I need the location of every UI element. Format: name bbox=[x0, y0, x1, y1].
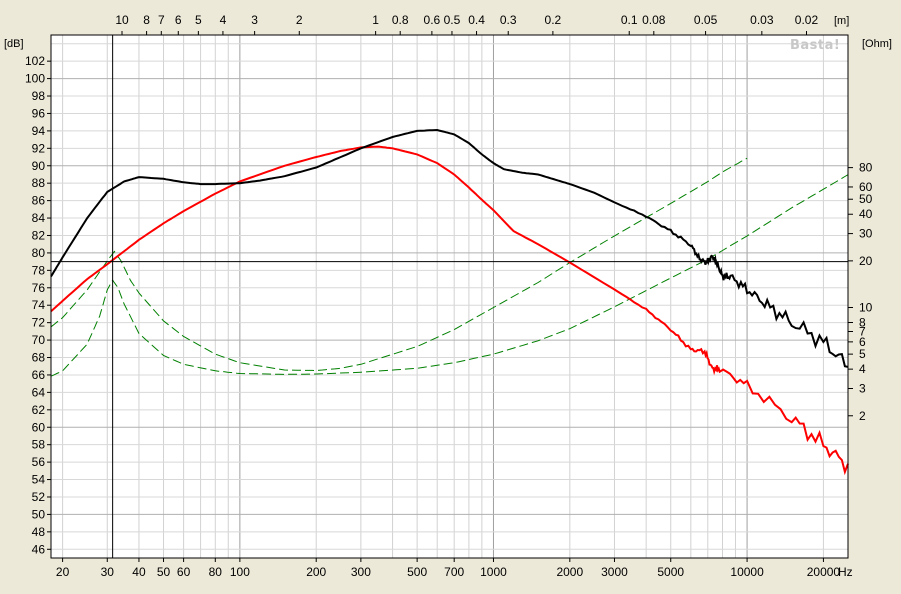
y-left-tick-label: 84 bbox=[32, 211, 46, 225]
x-tick-label: 50 bbox=[157, 565, 171, 579]
x-tick-label: 700 bbox=[444, 565, 464, 579]
y-left-tick-label: 74 bbox=[32, 298, 46, 312]
y-left-tick-label: 102 bbox=[25, 54, 45, 68]
x-tick-label: 200 bbox=[306, 565, 326, 579]
axis-ticks: 20 30 40 50 60 80 100 200 300 500 700 1000 2000 3000 5… bbox=[25, 13, 873, 579]
top-tick-label: 0.4 bbox=[468, 13, 485, 27]
y-right-unit: [Ohm] bbox=[862, 38, 892, 50]
top-tick-label: 0.8 bbox=[392, 13, 409, 27]
series-line-0 bbox=[50, 128, 849, 368]
top-tick-label: 0.2 bbox=[545, 13, 562, 27]
y-left-tick-label: 96 bbox=[32, 106, 46, 120]
y-right-tick-label: 8 bbox=[859, 316, 866, 330]
x-tick-label: 5000 bbox=[657, 565, 684, 579]
y-right-tick-label: 30 bbox=[859, 227, 873, 241]
y-left-tick-label: 54 bbox=[32, 473, 46, 487]
y-left-tick-label: 48 bbox=[32, 525, 46, 539]
y-left-tick-label: 46 bbox=[32, 542, 46, 556]
top-tick-label: 10 bbox=[115, 13, 129, 27]
gridlines bbox=[51, 35, 848, 558]
cursor bbox=[51, 35, 848, 558]
y-left-tick-label: 64 bbox=[32, 385, 46, 399]
top-tick-label: 0.6 bbox=[424, 13, 441, 27]
top-tick-label: 0.1 bbox=[621, 13, 638, 27]
x-tick-label: 20 bbox=[56, 565, 70, 579]
x-unit-label: Hz bbox=[838, 565, 853, 579]
top-tick-label: 0.03 bbox=[750, 13, 774, 27]
y-left-tick-label: 82 bbox=[32, 228, 46, 242]
x-tick-label: 2000 bbox=[556, 565, 583, 579]
y-left-tick-label: 72 bbox=[32, 316, 46, 330]
top-tick-label: 5 bbox=[195, 13, 202, 27]
top-tick-label: 1 bbox=[372, 13, 379, 27]
top-tick-label: 2 bbox=[296, 13, 303, 27]
series-line-2 bbox=[50, 174, 849, 377]
top-tick-label: 0.08 bbox=[642, 13, 666, 27]
top-tick-label: 0.3 bbox=[500, 13, 517, 27]
x-tick-label: 100 bbox=[230, 565, 250, 579]
y-left-tick-label: 58 bbox=[32, 438, 46, 452]
y-right-tick-label: 6 bbox=[859, 335, 866, 349]
y-left-unit: [dB] bbox=[4, 38, 24, 50]
top-tick-label: 6 bbox=[175, 13, 182, 27]
watermark: Basta! bbox=[790, 38, 840, 53]
y-left-tick-label: 50 bbox=[32, 507, 46, 521]
x-tick-label: 30 bbox=[101, 565, 115, 579]
y-left-tick-label: 94 bbox=[32, 124, 46, 138]
x-tick-label: 40 bbox=[132, 565, 146, 579]
x-tick-label: 1000 bbox=[480, 565, 507, 579]
y-right-tick-label: 4 bbox=[859, 362, 866, 376]
top-tick-label: 0.5 bbox=[444, 13, 461, 27]
y-right-tick-label: 40 bbox=[859, 207, 873, 221]
y-left-tick-label: 56 bbox=[32, 455, 46, 469]
y-right-tick-label: 2 bbox=[859, 409, 866, 423]
y-left-tick-label: 90 bbox=[32, 159, 46, 173]
plot-frame bbox=[50, 34, 849, 559]
top-axis-unit: [m] bbox=[834, 15, 849, 27]
x-tick-label: 80 bbox=[209, 565, 223, 579]
y-left-tick-label: 88 bbox=[32, 176, 46, 190]
top-tick-label: 3 bbox=[251, 13, 258, 27]
x-tick-label: 20000 bbox=[807, 565, 841, 579]
y-left-tick-label: 78 bbox=[32, 263, 46, 277]
x-tick-label: 60 bbox=[177, 565, 191, 579]
y-left-tick-label: 70 bbox=[32, 333, 46, 347]
y-left-tick-label: 68 bbox=[32, 351, 46, 365]
y-right-tick-label: 80 bbox=[859, 161, 873, 175]
top-tick-label: 0.05 bbox=[694, 13, 718, 27]
y-left-tick-label: 86 bbox=[32, 194, 46, 208]
top-tick-label: 8 bbox=[143, 13, 150, 27]
top-tick-label: 0.02 bbox=[795, 13, 819, 27]
y-left-tick-label: 60 bbox=[32, 420, 46, 434]
y-right-tick-label: 3 bbox=[859, 381, 866, 395]
series-line-3 bbox=[50, 157, 748, 372]
y-left-tick-label: 92 bbox=[32, 141, 46, 155]
top-tick-label: 7 bbox=[158, 13, 165, 27]
y-left-tick-label: 52 bbox=[32, 490, 46, 504]
y-right-tick-label: 7 bbox=[859, 324, 866, 338]
y-right-tick-label: 50 bbox=[859, 192, 873, 206]
y-right-tick-label: 5 bbox=[859, 347, 866, 361]
x-tick-label: 300 bbox=[351, 565, 371, 579]
top-tick-label: 4 bbox=[220, 13, 227, 27]
x-tick-label: 10000 bbox=[730, 565, 764, 579]
y-right-tick-label: 10 bbox=[859, 301, 873, 315]
y-right-tick-label: 60 bbox=[859, 180, 873, 194]
y-left-tick-label: 98 bbox=[32, 89, 46, 103]
x-tick-label: 3000 bbox=[601, 565, 628, 579]
y-left-tick-label: 66 bbox=[32, 368, 46, 382]
y-left-tick-label: 62 bbox=[32, 403, 46, 417]
series-layer bbox=[50, 128, 849, 476]
y-left-tick-label: 76 bbox=[32, 281, 46, 295]
x-tick-label: 500 bbox=[407, 565, 427, 579]
y-left-tick-label: 100 bbox=[25, 72, 45, 86]
y-right-tick-label: 20 bbox=[859, 254, 873, 268]
y-left-tick-label: 80 bbox=[32, 246, 46, 260]
series-line-1 bbox=[50, 145, 849, 476]
